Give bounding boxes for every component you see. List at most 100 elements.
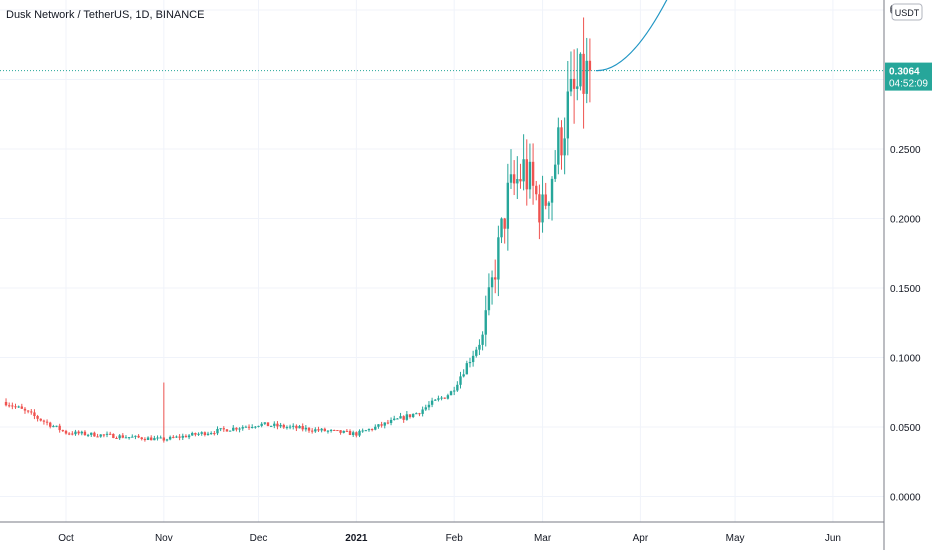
candle [339,430,342,435]
candle [232,425,235,432]
candle [415,412,418,415]
last-price-value: 0.3064 [889,67,920,78]
candle [370,428,374,432]
candle [112,433,115,439]
candle [500,217,503,244]
candle [102,434,106,438]
price-tick-label: 0.0000 [890,493,921,504]
candle [582,17,585,129]
candle [159,435,162,439]
candle [191,431,194,436]
candle [471,350,475,367]
candle [326,430,330,434]
candle [560,120,563,170]
candle [121,433,125,439]
candle [206,431,210,436]
candle [298,424,301,429]
candle [478,339,481,356]
candle [538,184,541,240]
candle [566,60,570,156]
candle [251,424,254,429]
candle [389,417,393,426]
candle [516,156,519,199]
time-tick-label: May [726,533,745,544]
candle [86,433,90,438]
candle [535,180,538,201]
candle [497,225,500,297]
currency-badge[interactable]: USDT [891,3,923,21]
candle [468,357,472,368]
candle [222,426,225,432]
candle [17,405,20,408]
candle [235,427,238,432]
candle [83,430,87,436]
candle [424,404,427,411]
candle [67,432,71,436]
candle [187,434,191,440]
candle [55,425,58,428]
candle [380,421,383,428]
candle [90,432,93,437]
candle [276,421,279,430]
price-tick-label: 0.0500 [890,423,921,434]
candle [487,273,491,316]
candle [238,427,241,433]
candle [512,160,516,196]
candle [244,425,248,428]
time-tick-label: Feb [446,533,464,544]
candle [553,150,557,182]
candle [361,428,364,433]
candle [449,390,453,396]
candle [115,436,118,439]
candle [434,399,437,401]
candle [519,163,522,189]
candle [162,382,166,443]
candle [108,431,112,435]
candle [367,428,371,432]
candle [494,259,497,294]
candle [405,411,409,421]
candle [4,398,8,407]
candle [484,295,487,347]
candle [443,397,446,400]
candle [430,397,434,408]
candle [307,427,311,433]
candle [452,386,456,396]
candle [585,37,588,104]
price-tick-label: 0.2000 [890,215,921,226]
candle [408,414,412,419]
candle [153,435,156,441]
candle [459,371,462,389]
candle [172,435,175,439]
candle [421,406,424,417]
candle [386,419,390,425]
candle [314,427,317,433]
candle [295,424,298,432]
candle [209,431,213,435]
candle [333,429,336,431]
candle [197,432,200,436]
time-tick-label: Dec [250,533,268,544]
candle [525,139,528,206]
candle [127,437,131,440]
candle [588,38,592,103]
candle [52,424,55,428]
candle [143,437,147,442]
time-tick-label: 2021 [345,533,368,544]
candle [310,428,314,434]
candle [393,415,396,421]
candle [282,423,285,429]
candle [320,428,323,433]
time-tick-label: Mar [534,533,552,544]
price-tick-label: 0.2500 [890,145,921,156]
candle [241,425,244,431]
candle [228,430,232,432]
candle [134,435,137,440]
candle [140,436,143,441]
candle [74,429,77,436]
candle [77,430,80,436]
candle [216,426,219,436]
candle [49,421,52,429]
candle [329,429,333,433]
